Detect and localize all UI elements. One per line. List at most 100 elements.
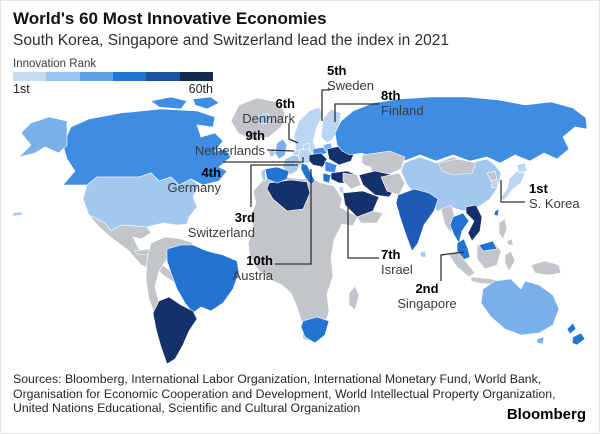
- callout-rank: 3rd: [234, 210, 255, 225]
- callout-line-sweden: [321, 89, 330, 121]
- map-region-sumatra: [448, 250, 476, 278]
- map-region-algeria: [266, 179, 311, 212]
- map-region-israel: [338, 185, 345, 194]
- map-region-thailand: [449, 212, 470, 244]
- map-region-hawaii: [12, 211, 23, 217]
- map-region-finland: [320, 108, 342, 144]
- map-region-greece: [322, 172, 332, 184]
- map-region-yemen-oman: [356, 210, 384, 224]
- map-region-mongolia: [437, 158, 477, 176]
- innovation-rank-legend: Innovation Rank 1st 60th: [13, 58, 223, 96]
- callout-line-netherlands: [266, 149, 295, 152]
- callout-line-israel: [347, 194, 379, 259]
- map-region-kazakhstan: [361, 150, 406, 176]
- map-region-south-africa: [300, 316, 330, 344]
- callout-line-singapore: [440, 251, 465, 281]
- callout-country: Sweden: [327, 77, 374, 93]
- map-region-brazil: [166, 244, 240, 314]
- callout-rank: 5th: [327, 63, 347, 78]
- map-region-madagascar: [348, 285, 360, 311]
- map-region-argentina-chile: [152, 296, 198, 365]
- callout-country: Singapore: [397, 295, 457, 311]
- legend-gradient-bar: [13, 72, 213, 81]
- map-region-central-europe-cluster: [308, 152, 328, 168]
- callout-israel: 7th Israel: [381, 247, 413, 277]
- map-region-canada-arctic-islands: [150, 96, 220, 110]
- callout-rank: 7th: [381, 247, 401, 262]
- map-region-pakistan-afghanistan: [380, 172, 406, 196]
- map-region-australia: [480, 278, 560, 336]
- callout-country: Austria: [232, 267, 273, 283]
- bloomberg-logo: Bloomberg: [506, 406, 586, 423]
- legend-color-swatch: [146, 72, 180, 81]
- legend-min-label: 1st: [13, 82, 30, 96]
- callout-rank: 9th: [245, 128, 266, 143]
- callout-line-austria: [275, 169, 312, 265]
- callout-country: S. Korea: [529, 195, 580, 211]
- callout-rank: 4th: [201, 165, 222, 180]
- map-region-uk: [274, 138, 288, 160]
- callout-country: Netherlands: [194, 142, 265, 158]
- map-region-portugal: [260, 168, 267, 182]
- callout-s-korea: 1st S. Korea: [529, 181, 580, 211]
- map-region-tasmania: [536, 336, 545, 345]
- callout-line-switzerland: [250, 164, 298, 207]
- callout-germany: 4th Germany: [159, 165, 222, 195]
- map-region-alaska: [18, 116, 68, 158]
- map-region-taiwan: [493, 208, 500, 217]
- callout-rank: 10th: [246, 253, 273, 268]
- map-region-spain: [264, 166, 290, 184]
- callout-country: Israel: [381, 261, 413, 277]
- legend-max-label: 60th: [188, 82, 213, 96]
- callout-rank: 6th: [275, 96, 296, 111]
- callout-line-germany: [223, 157, 304, 163]
- map-region-sulawesi: [504, 250, 516, 272]
- callout-line-s-korea: [500, 180, 525, 203]
- callout-rank: 1st: [529, 181, 548, 196]
- callout-denmark: 6th Denmark: [235, 96, 296, 126]
- callout-netherlands: 9th Netherlands: [179, 128, 266, 158]
- callout-sweden: 5th Sweden: [327, 63, 374, 93]
- callout-country: Denmark: [242, 110, 295, 126]
- map-region-new-zealand-north: [566, 322, 577, 335]
- map-region-iraq-syria: [342, 172, 362, 190]
- map-region-africa: [247, 176, 359, 343]
- legend-color-swatch: [79, 72, 113, 81]
- map-region-ireland: [268, 147, 276, 158]
- map-region-borneo-malaysia: [478, 240, 498, 252]
- map-region-mexico: [88, 214, 159, 271]
- map-region-russia: [334, 96, 588, 164]
- callout-country: Switzerland: [187, 224, 255, 240]
- map-region-south-korea: [490, 178, 499, 189]
- callout-austria: 10th Austria: [211, 253, 273, 283]
- callout-rank: 8th: [381, 88, 401, 103]
- map-region-iceland: [256, 112, 273, 125]
- map-region-new-guinea: [530, 260, 562, 276]
- callout-finland: 8th Finland: [381, 88, 424, 118]
- legend-color-swatch: [112, 72, 147, 81]
- sources-note: Sources: Bloomberg, International Labor …: [13, 372, 595, 416]
- callout-line-denmark: [288, 123, 299, 144]
- chart-title: World's 60 Most Innovative Economies: [13, 9, 327, 28]
- legend-color-swatch: [13, 72, 47, 81]
- sources-line: Organisation for Economic Cooperation an…: [13, 386, 556, 401]
- legend-title: Innovation Rank: [13, 58, 97, 70]
- map-region-vietnam: [465, 204, 483, 242]
- map-region-poland: [312, 146, 328, 156]
- callout-singapore: 2nd Singapore: [393, 281, 461, 311]
- callout-rank: 2nd: [415, 281, 439, 296]
- callout-country: Germany: [167, 179, 221, 195]
- callout-line-finland: [334, 103, 379, 122]
- map-region-south-america-west: [145, 236, 194, 316]
- map-region-india: [395, 188, 439, 252]
- callout-country: Finland: [381, 102, 424, 118]
- legend-color-swatch: [179, 72, 213, 81]
- map-region-sri-lanka: [419, 250, 427, 258]
- legend-end-labels: 1st 60th: [13, 82, 213, 96]
- sources-line: Sources: Bloomberg, International Labor …: [13, 372, 542, 386]
- map-region-new-zealand-south: [571, 332, 586, 346]
- sources-line: United Nations Educational, Scientific a…: [13, 401, 361, 415]
- map-region-japan: [500, 162, 528, 202]
